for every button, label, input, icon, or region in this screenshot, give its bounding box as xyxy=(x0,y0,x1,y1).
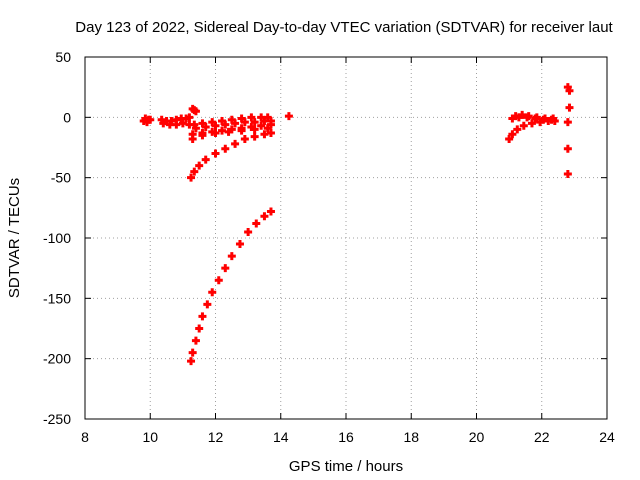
data-point xyxy=(257,121,266,130)
data-point xyxy=(266,207,275,216)
x-tick-label: 16 xyxy=(338,429,354,445)
data-point xyxy=(203,300,212,309)
data-point xyxy=(227,252,236,261)
data-point xyxy=(211,129,220,138)
data-point xyxy=(524,112,533,121)
data-point xyxy=(284,112,293,121)
data-point xyxy=(195,324,204,333)
data-point xyxy=(563,118,572,127)
data-point xyxy=(508,130,517,139)
data-point xyxy=(263,124,272,133)
x-tick-label: 24 xyxy=(599,429,615,445)
y-tick-label: -250 xyxy=(43,411,71,427)
x-tick-label: 14 xyxy=(273,429,289,445)
data-point xyxy=(541,114,550,123)
data-point xyxy=(519,121,528,130)
y-tick-label: 50 xyxy=(55,49,71,65)
y-tick-label: -200 xyxy=(43,351,71,367)
data-point xyxy=(146,115,155,124)
data-point xyxy=(563,170,572,179)
data-point xyxy=(247,113,256,122)
x-tick-label: 22 xyxy=(534,429,550,445)
y-tick-label: -150 xyxy=(43,290,71,306)
data-point xyxy=(198,312,207,321)
x-axis-label: GPS time / hours xyxy=(289,458,403,475)
data-point xyxy=(201,122,210,131)
gridlines xyxy=(85,57,607,419)
y-axis-label: SDTVAR / TECUs xyxy=(6,178,23,298)
x-tick-label: 18 xyxy=(403,429,419,445)
data-point xyxy=(195,161,204,170)
data-point xyxy=(211,149,220,158)
data-point xyxy=(231,119,240,128)
data-point xyxy=(187,173,196,182)
data-point xyxy=(188,348,197,357)
data-point xyxy=(250,132,259,141)
data-point xyxy=(185,113,194,122)
data-point xyxy=(187,357,196,366)
data-point xyxy=(252,219,261,228)
x-tick-label: 8 xyxy=(81,429,89,445)
y-tick-label: -50 xyxy=(51,170,71,186)
data-point xyxy=(191,124,200,133)
y-tick-label: 0 xyxy=(63,109,71,125)
x-tick-label: 10 xyxy=(142,429,158,445)
data-point xyxy=(221,264,230,273)
data-point xyxy=(188,135,197,144)
data-point xyxy=(513,125,522,134)
data-point xyxy=(260,212,269,221)
data-point xyxy=(505,135,514,144)
chart-title: Day 123 of 2022, Sidereal Day-to-day VTE… xyxy=(75,19,613,36)
data-point xyxy=(191,336,200,345)
data-point xyxy=(237,126,246,135)
data-point xyxy=(549,114,558,123)
data-point xyxy=(221,144,230,153)
data-point xyxy=(201,155,210,164)
data-point xyxy=(221,120,230,129)
data-point xyxy=(532,113,541,122)
data-point xyxy=(565,103,574,112)
data-point xyxy=(231,139,240,148)
data-point xyxy=(235,240,244,249)
data-points xyxy=(139,83,574,366)
data-point xyxy=(224,127,233,136)
data-point xyxy=(250,118,259,127)
data-point xyxy=(191,107,200,116)
data-point xyxy=(208,288,217,297)
x-tick-label: 12 xyxy=(208,429,224,445)
data-point xyxy=(211,121,220,130)
data-point xyxy=(527,119,536,128)
data-point xyxy=(244,227,253,236)
data-point xyxy=(240,118,249,127)
x-tick-label: 20 xyxy=(469,429,485,445)
data-point xyxy=(190,167,199,176)
data-point xyxy=(563,144,572,153)
data-point xyxy=(266,129,275,138)
axis-ticks: 8 10 12 14 16 18 20 22 24 -250 -200 -150 -100 -50 0 50 xyxy=(43,49,615,445)
data-point xyxy=(240,135,249,144)
data-point xyxy=(250,125,259,134)
data-point xyxy=(214,276,223,285)
y-tick-label: -100 xyxy=(43,230,71,246)
data-point xyxy=(565,86,574,95)
data-point xyxy=(198,131,207,140)
